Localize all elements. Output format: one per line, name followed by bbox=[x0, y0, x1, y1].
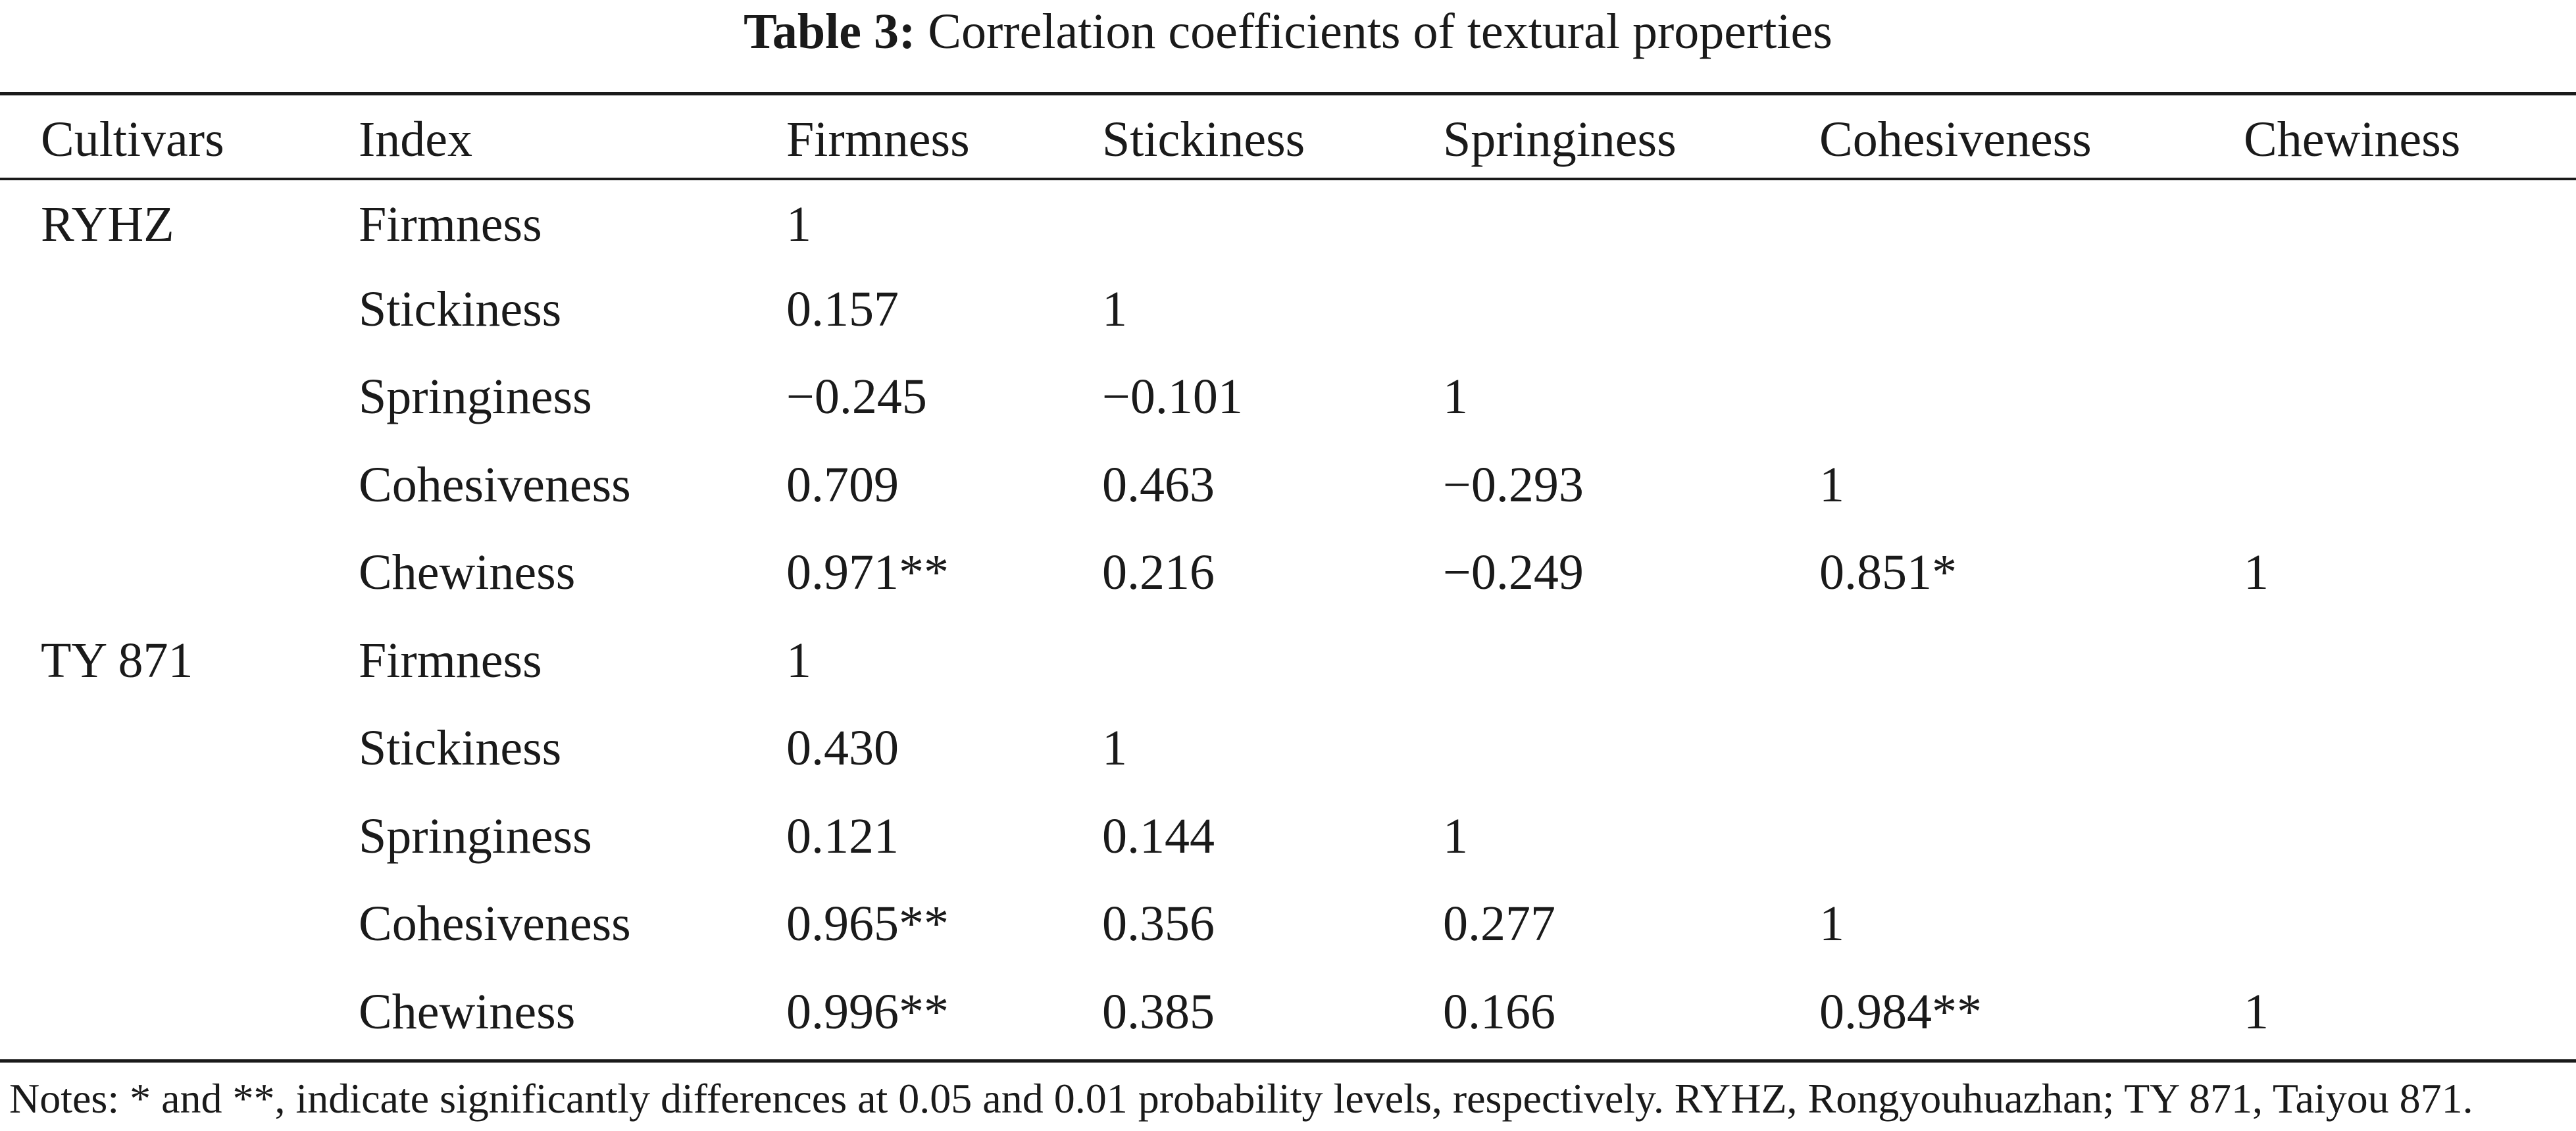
value-cell bbox=[1102, 617, 1443, 705]
index-cell: Chewiness bbox=[359, 984, 576, 1040]
value-cell: 1 bbox=[786, 197, 811, 253]
value-cell bbox=[1819, 793, 2244, 881]
table-title: Table 3: Correlation coefficients of tex… bbox=[0, 0, 2576, 66]
cultivar-cell bbox=[0, 441, 359, 530]
cultivar-cell bbox=[0, 705, 359, 793]
value-cell: 0.166 bbox=[1443, 984, 1555, 1040]
value-cell: 1 bbox=[786, 632, 811, 688]
value-cell: 0.430 bbox=[786, 720, 899, 776]
header-springiness: Springiness bbox=[1443, 112, 1677, 167]
value-cell: 0.851* bbox=[1819, 545, 1957, 601]
table-row: Stickiness 0.157 1 bbox=[0, 266, 2576, 354]
value-cell: 0.996** bbox=[786, 984, 949, 1040]
header-cohesiveness: Cohesiveness bbox=[1819, 112, 2092, 167]
header-firmness: Firmness bbox=[786, 112, 970, 167]
value-cell bbox=[2244, 353, 2576, 441]
value-cell: 1 bbox=[2244, 984, 2269, 1040]
value-cell bbox=[2244, 178, 2576, 266]
table-row: Cohesiveness 0.709 0.463 −0.293 1 bbox=[0, 441, 2576, 530]
header-rule bbox=[0, 178, 2576, 180]
cultivar-cell bbox=[0, 529, 359, 617]
header-row: Cultivars Index Firmness Stickiness Spri… bbox=[0, 102, 2576, 178]
top-rule bbox=[0, 92, 2576, 95]
value-cell: 0.971** bbox=[786, 545, 949, 601]
index-cell: Stickiness bbox=[359, 281, 562, 337]
table-row: Springiness −0.245 −0.101 1 bbox=[0, 353, 2576, 441]
index-cell: Firmness bbox=[359, 632, 542, 688]
table-row: Chewiness 0.996** 0.385 0.166 0.984** 1 bbox=[0, 968, 2576, 1057]
value-cell: 1 bbox=[1102, 720, 1127, 776]
value-cell: 1 bbox=[1819, 457, 1844, 513]
cultivar-cell bbox=[0, 353, 359, 441]
index-cell: Chewiness bbox=[359, 545, 576, 601]
value-cell bbox=[1819, 617, 2244, 705]
value-cell: −0.101 bbox=[1102, 369, 1243, 425]
cultivar-cell: TY 871 bbox=[41, 632, 193, 688]
cultivar-cell: RYHZ bbox=[41, 197, 174, 253]
bottom-rule bbox=[0, 1059, 2576, 1063]
value-cell bbox=[1102, 178, 1443, 266]
header-stickiness: Stickiness bbox=[1102, 112, 1305, 167]
value-cell: 0.157 bbox=[786, 281, 899, 337]
value-cell bbox=[2244, 441, 2576, 530]
header-chewiness: Chewiness bbox=[2244, 112, 2461, 167]
cultivar-cell bbox=[0, 880, 359, 968]
cultivar-cell bbox=[0, 266, 359, 354]
value-cell: 0.277 bbox=[1443, 896, 1555, 952]
value-cell: 1 bbox=[1819, 896, 1844, 952]
value-cell: 0.356 bbox=[1102, 896, 1215, 952]
index-cell: Stickiness bbox=[359, 720, 562, 776]
value-cell: 1 bbox=[1443, 808, 1468, 864]
value-cell: 0.121 bbox=[786, 808, 899, 864]
value-cell bbox=[1819, 353, 2244, 441]
index-cell: Cohesiveness bbox=[359, 896, 631, 952]
value-cell bbox=[2244, 617, 2576, 705]
table-title-text: Correlation coefficients of textural pro… bbox=[928, 4, 1832, 59]
value-cell: 0.709 bbox=[786, 457, 899, 513]
table-row: Springiness 0.121 0.144 1 bbox=[0, 793, 2576, 881]
value-cell bbox=[2244, 266, 2576, 354]
table-row: TY 871 Firmness 1 bbox=[0, 617, 2576, 705]
value-cell bbox=[1819, 705, 2244, 793]
header-index: Index bbox=[359, 112, 473, 167]
table-notes: Notes: * and **, indicate significantly … bbox=[9, 1075, 2473, 1122]
value-cell: 1 bbox=[1443, 369, 1468, 425]
table-row: Stickiness 0.430 1 bbox=[0, 705, 2576, 793]
value-cell: 0.463 bbox=[1102, 457, 1215, 513]
cultivar-cell bbox=[0, 968, 359, 1057]
value-cell bbox=[2244, 705, 2576, 793]
index-cell: Firmness bbox=[359, 197, 542, 253]
value-cell: 0.216 bbox=[1102, 545, 1215, 601]
value-cell: −0.293 bbox=[1443, 457, 1584, 513]
value-cell: 0.965** bbox=[786, 896, 949, 952]
value-cell bbox=[2244, 880, 2576, 968]
index-cell: Springiness bbox=[359, 369, 592, 425]
value-cell bbox=[2244, 793, 2576, 881]
table-title-label: Table 3: bbox=[744, 4, 916, 59]
value-cell bbox=[1819, 266, 2244, 354]
value-cell bbox=[1819, 178, 2244, 266]
value-cell: 1 bbox=[2244, 545, 2269, 601]
table-row: Chewiness 0.971** 0.216 −0.249 0.851* 1 bbox=[0, 529, 2576, 617]
value-cell bbox=[1443, 705, 1819, 793]
value-cell: 0.385 bbox=[1102, 984, 1215, 1040]
value-cell bbox=[1443, 178, 1819, 266]
table-row: Cohesiveness 0.965** 0.356 0.277 1 bbox=[0, 880, 2576, 968]
value-cell: −0.245 bbox=[786, 369, 927, 425]
value-cell: −0.249 bbox=[1443, 545, 1584, 601]
value-cell bbox=[1443, 266, 1819, 354]
table-row: RYHZ Firmness 1 bbox=[0, 178, 2576, 266]
value-cell bbox=[1443, 617, 1819, 705]
value-cell: 0.144 bbox=[1102, 808, 1215, 864]
header-cultivars: Cultivars bbox=[41, 112, 224, 167]
correlation-table: Cultivars Index Firmness Stickiness Spri… bbox=[0, 102, 2576, 1056]
index-cell: Cohesiveness bbox=[359, 457, 631, 513]
value-cell: 1 bbox=[1102, 281, 1127, 337]
value-cell: 0.984** bbox=[1819, 984, 1982, 1040]
index-cell: Springiness bbox=[359, 808, 592, 864]
cultivar-cell bbox=[0, 793, 359, 881]
